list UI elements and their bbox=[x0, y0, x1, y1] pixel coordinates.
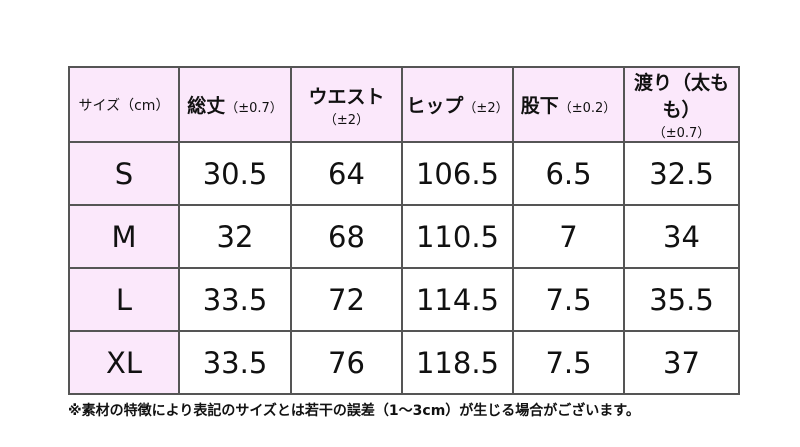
data-row: XL 33.5 76 118.5 7.5 37 bbox=[68, 330, 740, 395]
measurement-cell: 35.5 bbox=[623, 267, 740, 332]
header-label: 股下 bbox=[520, 95, 559, 117]
header-tolerance: （±2） bbox=[463, 101, 509, 116]
table-body: サイズ（cm） 総丈（±0.7） ウエスト（±2） ヒップ（±2） 股下（±0.2） 渡り… bbox=[68, 66, 740, 395]
measurement-cell: 72 bbox=[290, 267, 403, 332]
measurement-cell: 37 bbox=[623, 330, 740, 395]
header-cell: ヒップ（±2） bbox=[401, 66, 514, 143]
header-row: サイズ（cm） 総丈（±0.7） ウエスト（±2） ヒップ（±2） 股下（±0.2） 渡り… bbox=[68, 66, 740, 143]
footnote: ※素材の特徴により表記のサイズとは若干の誤差（1～3cm）が生じる場合がございま… bbox=[68, 403, 640, 419]
header-label: 総丈 bbox=[187, 95, 226, 117]
header-label: ウエスト bbox=[308, 85, 385, 108]
header-label: 渡り（太もも） bbox=[633, 72, 729, 121]
measurement-cell: 33.5 bbox=[178, 330, 292, 395]
data-row: M 32 68 110.5 7 34 bbox=[68, 204, 740, 269]
size-label: XL bbox=[68, 330, 180, 395]
measurement-cell: 64 bbox=[290, 141, 403, 206]
measurement-cell: 114.5 bbox=[401, 267, 514, 332]
header-cell: 股下（±0.2） bbox=[512, 66, 625, 143]
measurement-cell: 34 bbox=[623, 204, 740, 269]
measurement-cell: 106.5 bbox=[401, 141, 514, 206]
data-row: S 30.5 64 106.5 6.5 32.5 bbox=[68, 141, 740, 206]
header-label: サイズ（cm） bbox=[78, 97, 170, 114]
measurement-cell: 76 bbox=[290, 330, 403, 395]
header-tolerance: （±0.7） bbox=[225, 101, 283, 116]
header-cell: ウエスト （±2） bbox=[290, 66, 403, 143]
size-label: S bbox=[68, 141, 180, 206]
measurement-cell: 7 bbox=[512, 204, 625, 269]
measurement-cell: 118.5 bbox=[401, 330, 514, 395]
header-tolerance: （±0.2） bbox=[558, 101, 617, 116]
size-label: L bbox=[68, 267, 180, 332]
measurement-cell: 7.5 bbox=[512, 267, 625, 332]
measurement-cell: 30.5 bbox=[178, 141, 292, 206]
header-label: ヒップ bbox=[406, 95, 464, 117]
header-tolerance: （±2） bbox=[323, 112, 370, 128]
measurement-cell: 68 bbox=[290, 204, 403, 269]
measurement-cell: 6.5 bbox=[512, 141, 625, 206]
measurement-cell: 32 bbox=[178, 204, 292, 269]
header-cell: サイズ（cm） bbox=[68, 66, 180, 143]
size-table: サイズ（cm） 総丈（±0.7） ウエスト（±2） ヒップ（±2） 股下（±0.2） 渡り… bbox=[68, 66, 740, 395]
measurement-cell: 7.5 bbox=[512, 330, 625, 395]
measurement-cell: 110.5 bbox=[401, 204, 514, 269]
size-label: M bbox=[68, 204, 180, 269]
measurement-cell: 32.5 bbox=[623, 141, 740, 206]
data-row: L 33.5 72 114.5 7.5 35.5 bbox=[68, 267, 740, 332]
header-cell: 総丈（±0.7） bbox=[178, 66, 292, 143]
header-tolerance: （±0.7） bbox=[652, 126, 711, 141]
header-cell: 渡り（太もも） （±0.7） bbox=[623, 66, 740, 143]
measurement-cell: 33.5 bbox=[178, 267, 292, 332]
